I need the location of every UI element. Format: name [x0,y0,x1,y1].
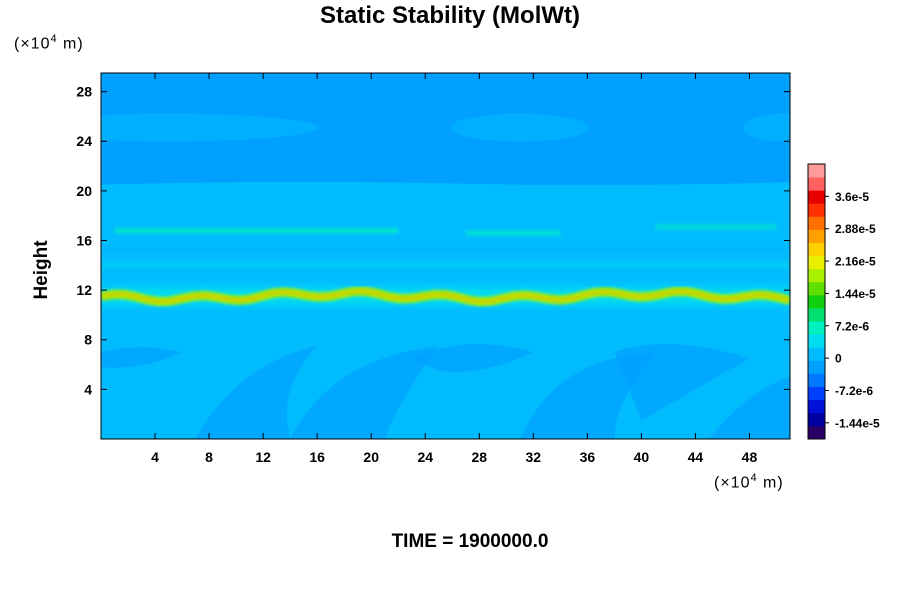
colorbar-tick-label: 2.16e-5 [835,255,876,269]
colorbar-swatch [808,242,825,257]
colorbar-tick-label: 3.6e-5 [835,190,869,204]
x-tick-label: 40 [634,449,650,465]
colorbar-swatch [808,425,825,440]
y-tick-label: 28 [76,84,92,100]
lower-swirl [519,354,655,439]
colorbar-frame [807,163,826,440]
colorbar-swatch [808,216,825,230]
y-tick-label: 4 [84,381,92,397]
x-tick-label: 28 [471,449,487,465]
layer-17km [465,230,561,236]
colorbar-tick-label: -7.2e-6 [835,384,873,398]
layer-14km [101,261,790,268]
lower-swirl [411,344,534,373]
y-tick-label: 20 [76,183,92,199]
colorbar-swatch [808,294,825,309]
x-tick-label: 48 [742,449,758,465]
colorbar-swatch [808,203,825,217]
colorbar-tick-label: 1.44e-5 [835,287,876,301]
tropopause-core [101,290,790,304]
layer-17km [654,224,777,230]
lower-swirl [195,345,318,439]
x-tick-label: 12 [255,449,271,465]
upper-patch [449,113,590,142]
y-axis-ticks: 4 8 12 16 20 24 28 [76,84,790,397]
x-tick-label: 32 [526,449,542,465]
lower-swirl [614,344,750,421]
colorbar-swatch [808,399,825,414]
colorbar-swatch [808,255,825,270]
colorbar-swatch [808,177,825,191]
colorbar-swatch [808,268,825,283]
y-tick-label: 8 [84,332,92,348]
x-axis-unit: (×104 m) [714,472,784,492]
colorbar-swatch [808,321,825,335]
colorbar-swatch [808,281,825,296]
colorbar-swatch [808,308,825,322]
colorbar-swatch [808,412,825,427]
x-tick-label: 20 [363,449,379,465]
y-tick-label: 16 [76,232,92,248]
colorbar-swatch [808,347,825,361]
upper-patch [743,113,790,142]
lower-swirl [290,345,439,439]
colorbar-swatch [808,373,825,388]
chart-title: Static Stability (MolWt) [320,2,580,29]
x-tick-label: 8 [205,449,213,465]
colorbar-swatch [808,360,825,374]
x-tick-label: 44 [688,449,704,465]
colorbar-tick-label: 7.2e-6 [835,319,869,333]
y-tick-label: 12 [76,282,92,298]
x-tick-label: 16 [309,449,325,465]
y-axis-unit: (×104 m) [14,33,84,53]
heatmap-field [101,73,790,439]
colorbar: 3.6e-5 2.88e-5 2.16e-5 1.44e-5 7.2e-6 0 -7.2e-… [807,163,880,440]
colorbar-swatch [808,164,825,178]
upper-patch [101,113,319,142]
colorbar-swatch [808,190,825,204]
lower-swirl [101,347,183,368]
colorbar-swatch [808,386,825,401]
upper-region [101,73,790,186]
plot-frame [100,72,791,440]
x-tick-label: 36 [580,449,596,465]
x-tick-label: 4 [151,449,159,465]
colorbar-swatch [808,334,825,348]
lower-swirl [708,376,790,439]
y-tick-label: 24 [76,133,92,149]
layer-17km [114,228,399,234]
colorbar-tick-label: 0 [835,352,842,366]
layer-15km [101,246,790,250]
time-label: TIME = 1900000.0 [391,531,549,552]
x-tick-label: 24 [417,449,433,465]
x-axis-ticks: 4 8 12 16 20 24 28 32 36 40 44 48 [151,73,757,465]
colorbar-tick-label: 2.88e-5 [835,222,876,236]
colorbar-tick-label: -1.44e-5 [835,416,880,430]
colorbar-swatch [808,229,825,243]
